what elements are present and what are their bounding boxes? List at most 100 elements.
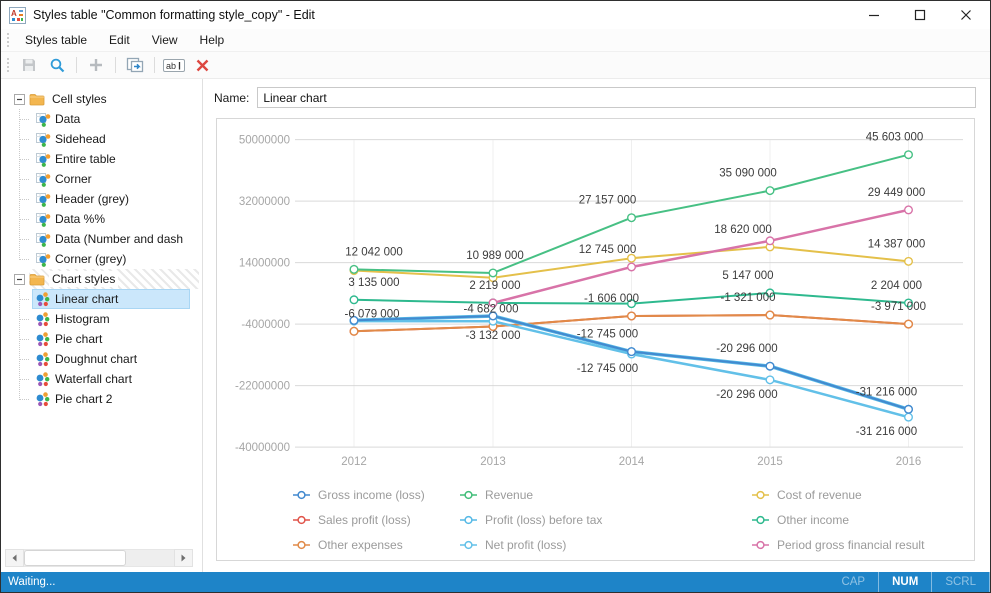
minimize-icon xyxy=(869,14,879,17)
maximize-button[interactable] xyxy=(912,7,928,23)
close-icon xyxy=(961,10,971,20)
tree-item-label: Histogram xyxy=(55,312,110,326)
add-icon xyxy=(90,59,102,71)
data-point-net-profit-loss xyxy=(904,412,914,422)
data-label: -3 971 000 xyxy=(871,301,926,313)
legend-item-other-income: Other income xyxy=(752,513,924,527)
scroll-right-button[interactable] xyxy=(174,549,193,567)
tree-item-entire-table[interactable]: Entire table xyxy=(1,149,202,169)
tree-item-data-number-and-dash[interactable]: Data (Number and dash xyxy=(1,229,202,249)
delete-button[interactable] xyxy=(189,54,215,76)
data-label: 35 090 000 xyxy=(719,168,777,180)
y-axis-tick-label: -40000000 xyxy=(235,442,290,454)
keyboard-indicators: CAP NUM SCRL xyxy=(828,572,990,592)
data-label: 14 387 000 xyxy=(868,238,926,250)
data-point-gross-income-loss xyxy=(765,361,775,371)
name-input[interactable] xyxy=(257,87,976,108)
data-point-revenue xyxy=(627,213,637,223)
collapse-expander-icon[interactable] xyxy=(14,93,25,105)
tree-item-data[interactable]: Data %% xyxy=(1,209,202,229)
cell-style-icon xyxy=(36,193,51,207)
data-label: -31 216 000 xyxy=(856,426,917,438)
scrollbar-thumb[interactable] xyxy=(24,550,126,566)
chart-style-icon xyxy=(36,392,50,407)
data-point-other-expenses xyxy=(765,310,775,320)
data-point-gross-income-loss xyxy=(904,404,914,414)
menu-edit[interactable]: Edit xyxy=(109,33,130,47)
legend-label: Other income xyxy=(777,513,850,528)
legend-label: Sales profit (loss) xyxy=(318,513,411,528)
tree-group-cell-styles[interactable]: Cell styles xyxy=(1,89,202,109)
arrow-right-icon xyxy=(181,554,186,562)
title-bar: A Styles table "Common formatting style_… xyxy=(1,1,990,29)
search-icon xyxy=(50,58,64,72)
legend-label: Other expenses xyxy=(318,537,403,552)
tree-item-label: Data xyxy=(55,112,81,126)
data-point-period-gross-financial-result xyxy=(904,205,914,215)
legend-label: Cost of revenue xyxy=(777,488,862,503)
tree-item-label: Header (grey) xyxy=(55,192,130,206)
indicator-scrl: SCRL xyxy=(945,576,976,588)
data-point-period-gross-financial-result xyxy=(765,236,775,246)
tree-item-pie-chart-2[interactable]: Pie chart 2 xyxy=(1,389,202,409)
data-label: 12 745 000 xyxy=(579,244,637,256)
data-label: 5 147 000 xyxy=(722,270,773,282)
tree-item-histogram[interactable]: Histogram xyxy=(1,309,202,329)
menu-help[interactable]: Help xyxy=(199,33,225,47)
data-point-other-expenses xyxy=(627,311,637,321)
indicator-separator xyxy=(931,572,933,592)
indicator-cap: CAP xyxy=(841,576,866,588)
folder-icon xyxy=(29,274,45,286)
data-point-other-expenses xyxy=(349,326,359,336)
data-point-revenue xyxy=(349,264,359,274)
tree-item-header-grey[interactable]: Header (grey) xyxy=(1,189,202,209)
data-label: -12 745 000 xyxy=(577,363,638,375)
status-text: Waiting... xyxy=(8,576,56,588)
collapse-expander-icon[interactable] xyxy=(14,273,25,285)
tree-group-chart-styles[interactable]: Chart styles xyxy=(1,269,202,289)
tree-item-pie-chart[interactable]: Pie chart xyxy=(1,329,202,349)
tree-item-corner-grey[interactable]: Corner (grey) xyxy=(1,249,202,269)
maximize-icon xyxy=(914,9,926,21)
close-button[interactable] xyxy=(958,7,974,23)
tree-horizontal-scrollbar[interactable] xyxy=(5,549,193,567)
cell-style-icon xyxy=(36,233,51,247)
menu-view[interactable]: View xyxy=(151,33,178,47)
status-bar: Waiting... CAP NUM SCRL xyxy=(1,572,990,592)
data-point-other-income xyxy=(627,299,637,309)
legend-marker-icon xyxy=(460,491,477,500)
tree-item-corner[interactable]: Corner xyxy=(1,169,202,189)
rename-icon: ab xyxy=(163,59,185,72)
save-button[interactable] xyxy=(16,54,42,76)
editor-panel: Name: 50000000 32000000 14000000 -4000000 -2… xyxy=(203,79,990,574)
x-axis-tick-label: 2016 xyxy=(896,456,922,468)
tree-item-data[interactable]: Data xyxy=(1,109,202,129)
tree-group-label: Chart styles xyxy=(49,271,119,287)
legend-marker-icon xyxy=(460,515,477,525)
scrollbar-track[interactable] xyxy=(24,549,174,567)
data-point-other-expenses xyxy=(904,319,914,329)
tree-item-label: Linear chart xyxy=(55,292,119,306)
name-field-label: Name: xyxy=(214,90,250,105)
indicator-separator xyxy=(989,572,990,592)
rename-button[interactable]: ab xyxy=(161,54,187,76)
tree-item-doughnut-chart[interactable]: Doughnut chart xyxy=(1,349,202,369)
scroll-left-button[interactable] xyxy=(5,549,24,567)
x-axis-tick-label: 2014 xyxy=(619,456,645,468)
tree-item-label: Pie chart xyxy=(55,332,103,346)
duplicate-button[interactable] xyxy=(122,54,148,76)
tree-item-sidehead[interactable]: Sidehead xyxy=(1,129,202,149)
search-button[interactable] xyxy=(44,54,70,76)
tree-item-linear-chart[interactable]: Linear chart xyxy=(1,289,202,309)
folder-icon xyxy=(29,94,45,106)
x-axis-tick-label: 2013 xyxy=(480,456,506,468)
data-point-other-income xyxy=(765,288,775,298)
add-button[interactable] xyxy=(83,54,109,76)
series-line-period-gross-financial-result xyxy=(492,208,909,305)
tree-item-waterfall-chart[interactable]: Waterfall chart xyxy=(1,369,202,389)
minimize-button[interactable] xyxy=(866,7,882,23)
chart-style-icon xyxy=(36,372,50,387)
menu-styles-table[interactable]: Styles table xyxy=(25,33,88,47)
legend-item-other-expenses: Other expenses xyxy=(293,538,460,552)
